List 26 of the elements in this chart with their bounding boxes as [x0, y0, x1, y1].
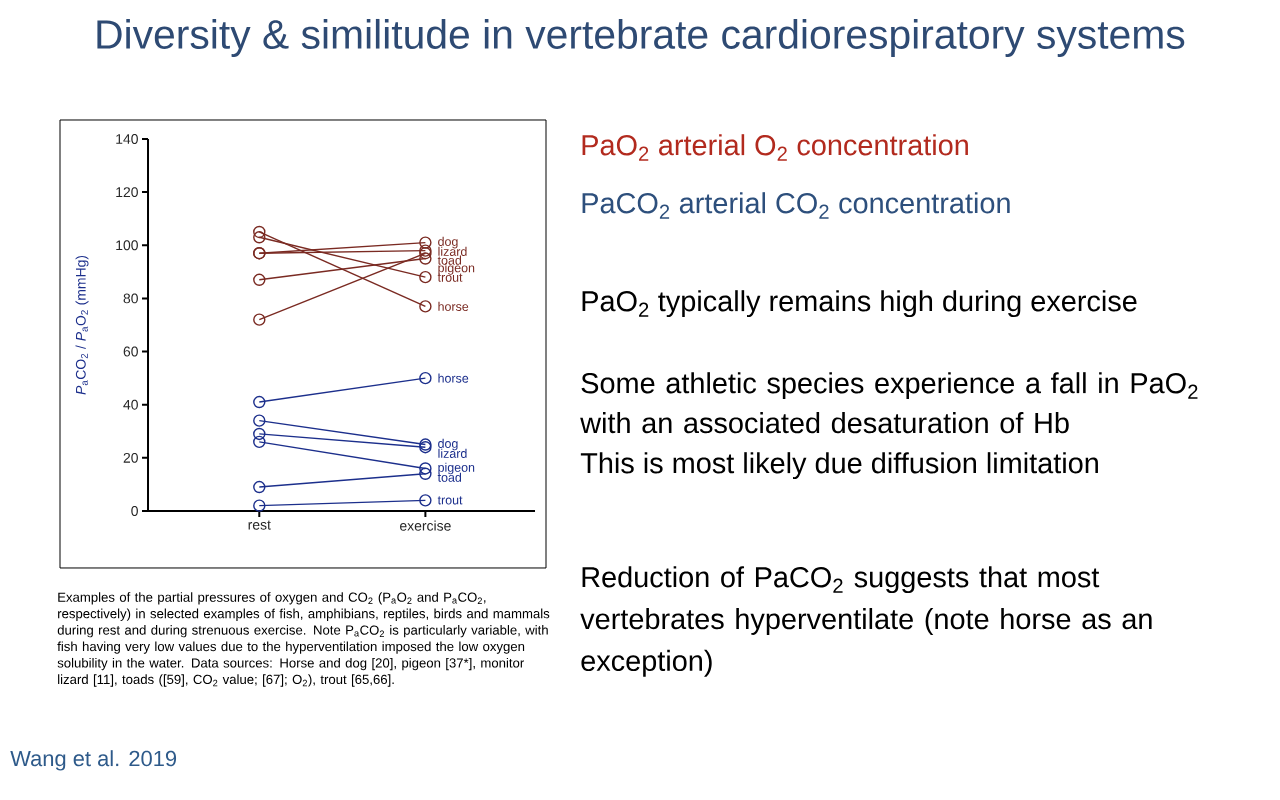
series-label: trout: [437, 496, 463, 505]
text: Diversity & similitude in vertebrate cardiorespiratory systems: [97, 18, 1185, 58]
x-tick-label: rest: [248, 520, 271, 530]
x-tick-label: exercise: [400, 520, 451, 531]
y-tick-label: 20: [123, 452, 138, 463]
y-tick-label: 120: [116, 187, 138, 198]
text: Wang et al. 2019: [10, 750, 177, 771]
y-tick-label: 60: [123, 346, 138, 357]
y-tick-label: 100: [116, 240, 138, 251]
y-tick-label: 40: [123, 399, 138, 410]
text: Examples of the partial pressures of oxygen and CO$_{2}$ (P$_{a}$O$_{2}$ and P$_{a}$CO$_{2}$, respectively) in selected examples of fish, amphibians, reptiles, birds and mammals during rest and during strenuous exercise. Note P$_{a}$CO$_{2}$ is particularly variable, with fish having very low values due to the hyperventilation imposed the low oxygen solubility in the water. Data sources: Horse and dog [20], pigeon [37*], monitor lizard [11], toads ([59], CO$_{2}$ value; [67]; O$_{2}$), trout [65,66].: [57, 592, 550, 687]
text: PaO$_{2}$ arterial O$_{2}$ concentration: [582, 134, 968, 161]
series-label: pigeon: [438, 263, 475, 275]
y-tick-label: 140: [116, 134, 138, 144]
series-label: horse: [438, 373, 469, 383]
text: This is most likely due diffusion limitation: [580, 452, 1098, 480]
series-label: trout: [437, 273, 463, 282]
text: P$_{a}$CO$_{2}$ / P$_{a}$O$_{2}$ (mmHg): [75, 255, 89, 395]
series-label: horse: [438, 301, 469, 311]
series-label: toad: [437, 255, 462, 265]
text: PaO$_{2}$ typically remains high during exercise: [582, 290, 1137, 318]
text: PaCO$_{2}$ arterial CO$_{2}$ concentration: [582, 192, 1010, 219]
text: Reduction of PaCO$_{2}$ suggests that most vertebrates hyperventilate (note horse as an exception): [580, 566, 1152, 677]
y-tick-label: 0: [131, 506, 138, 516]
y-tick-label: 80: [123, 293, 138, 304]
text: Some athletic species experience a fall in PaO$_{2}$ with an associated desaturation of Hb: [580, 372, 1198, 434]
